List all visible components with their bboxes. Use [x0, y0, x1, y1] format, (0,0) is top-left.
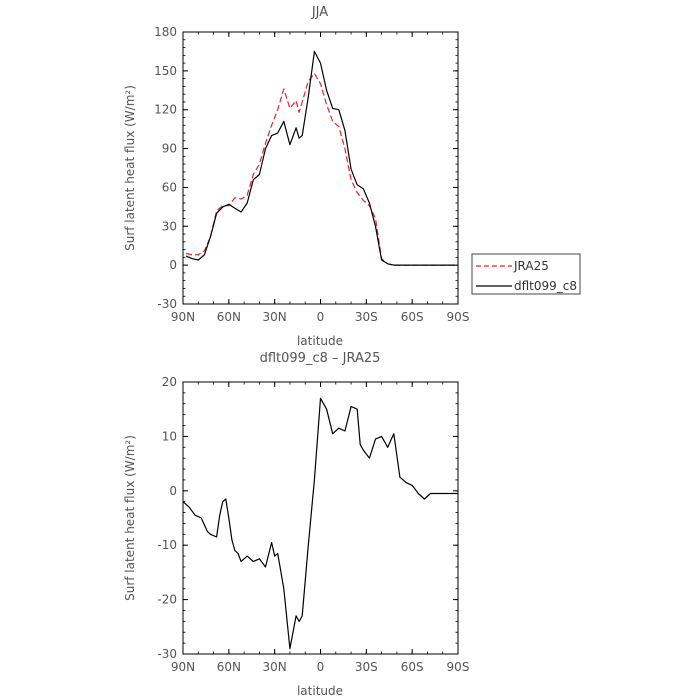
top-series-line-jra25 [185, 72, 455, 266]
bottom-ytick-label: 20 [162, 375, 177, 389]
legend-label-dflt099: dflt099_c8 [514, 279, 577, 293]
top-series-line-dflt099-c8 [185, 50, 455, 266]
bottom-series-line-0 [182, 397, 458, 650]
top-xtick-label: 30N [263, 310, 287, 324]
bottom-chart-xlabel: latitude [297, 684, 343, 698]
top-ytick-label: 120 [154, 103, 177, 117]
bottom-plot-frame [182, 381, 459, 655]
bottom-xtick-label: 90S [447, 660, 470, 674]
bottom-chart-axes: -30 -20 -10 0 10 20 90N 60N 30N 0 30S 60S 90S [157, 375, 469, 674]
bottom-xtick-label: 30N [263, 660, 287, 674]
bottom-chart-series [182, 397, 458, 650]
bottom-ytick-label: -30 [157, 647, 177, 661]
bottom-xtick-label: 90N [171, 660, 195, 674]
legend-label-jra25: JRA25 [513, 259, 549, 273]
bottom-ytick-label: 10 [162, 429, 177, 443]
bottom-xtick-label: 60N [217, 660, 241, 674]
legend-box [471, 253, 581, 295]
bottom-ytick-label: -10 [157, 538, 177, 552]
bottom-xtick-label: 0 [317, 660, 325, 674]
top-ytick-label: 180 [154, 25, 177, 39]
top-chart-xlabel: latitude [297, 334, 343, 348]
top-xtick-label: 90S [447, 310, 470, 324]
top-ytick-label: 90 [162, 142, 177, 156]
top-ytick-label: 0 [169, 258, 177, 272]
top-ytick-label: 30 [162, 219, 177, 233]
bottom-xtick-label: 30S [355, 660, 378, 674]
top-plot-frame [182, 31, 459, 305]
top-chart-title: JJA [311, 5, 328, 20]
top-xtick-label: 60S [401, 310, 424, 324]
top-ytick-label: 60 [162, 180, 177, 194]
top-xtick-label: 30S [355, 310, 378, 324]
top-chart-ylabel: Surf latent heat flux (W/m²) [123, 85, 137, 251]
top-ytick-label: 150 [154, 64, 177, 78]
bottom-chart-ylabel: Surf latent heat flux (W/m²) [123, 435, 137, 601]
top-ytick-label: -30 [157, 297, 177, 311]
bottom-ytick-label: -20 [157, 593, 177, 607]
top-chart-series [185, 50, 455, 266]
top-xtick-label: 0 [317, 310, 325, 324]
bottom-xtick-label: 60S [401, 660, 424, 674]
bottom-chart-title: dflt099_c8 – JRA25 [260, 351, 381, 366]
bottom-ytick-label: 0 [169, 484, 177, 498]
top-xtick-label: 60N [217, 310, 241, 324]
top-chart-axes: -30 0 30 60 90 120 150 180 90N 60N 30N 0 30S 60S 90S [154, 25, 469, 324]
top-xtick-label: 90N [171, 310, 195, 324]
legend: JRA25 dflt099_c8 [471, 253, 581, 295]
